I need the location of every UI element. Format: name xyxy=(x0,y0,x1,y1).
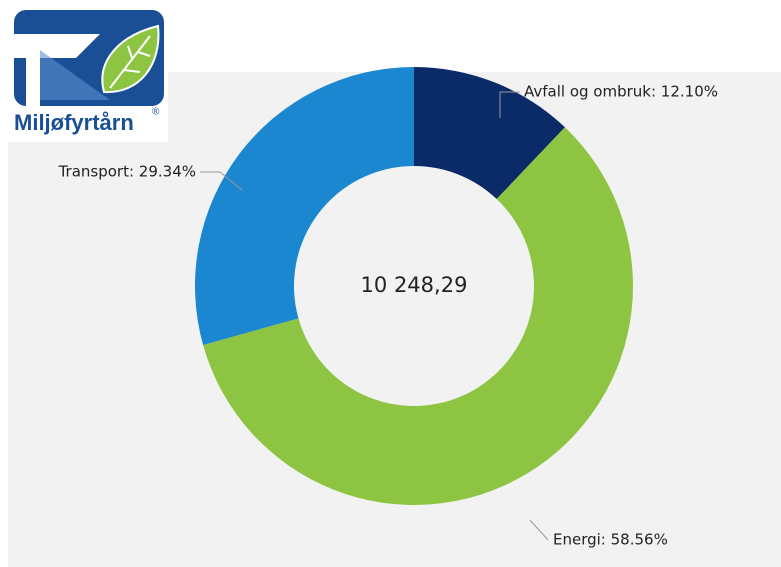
logo-tower xyxy=(26,58,40,106)
leader-line xyxy=(200,171,243,191)
data-label: Energi: 58.56% xyxy=(553,531,668,549)
data-label: Transport: 29.34% xyxy=(58,163,196,181)
logo-beam xyxy=(14,34,100,58)
logo-leaf-vein xyxy=(109,35,151,89)
logo-registered: ® xyxy=(152,107,160,118)
center-label: 10 248,29 xyxy=(361,273,468,297)
logo-text: Miljøfyrtårn xyxy=(14,110,134,135)
donut-slice xyxy=(203,127,633,506)
leader-line xyxy=(529,519,549,541)
logo: Miljøfyrtårn ® xyxy=(8,6,168,142)
leader-line xyxy=(499,91,520,118)
donut-slice xyxy=(194,67,414,345)
donut-slice xyxy=(414,67,565,200)
data-label: Avfall og ombruk: 12.10% xyxy=(524,83,718,101)
logo-beam-light xyxy=(40,50,110,100)
